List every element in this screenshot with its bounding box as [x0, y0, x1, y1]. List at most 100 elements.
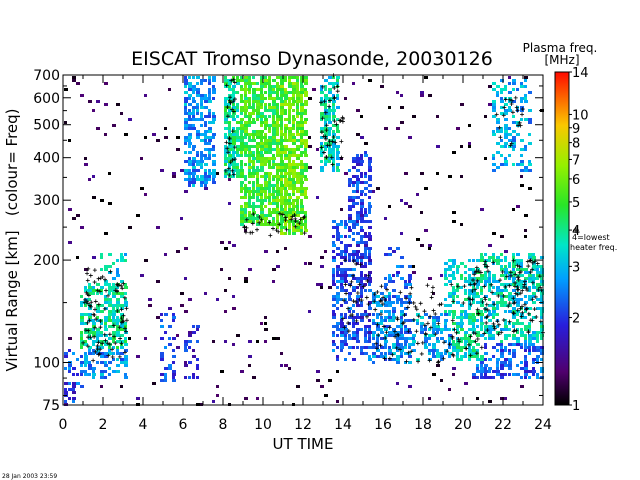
heatmap-cell: [496, 301, 500, 304]
heatmap-cell: [276, 133, 279, 136]
heatmap-cell: [184, 121, 188, 124]
heatmap-cell: [472, 355, 476, 358]
heatmap-cell: [208, 172, 212, 175]
heatmap-cell: [88, 334, 91, 337]
heatmap-cell: [420, 244, 424, 247]
heatmap-cell: [256, 94, 260, 97]
heatmap-cell: [452, 259, 456, 262]
heatmap-cell: [260, 169, 264, 172]
heatmap-cell: [328, 148, 332, 151]
heatmap-cell: [292, 232, 296, 235]
data-point: [480, 299, 485, 304]
heatmap-cell: [484, 376, 488, 379]
heatmap-cell: [172, 175, 176, 178]
data-point: [341, 316, 346, 321]
heatmap-cell: [352, 196, 356, 199]
heatmap-cell: [480, 289, 483, 292]
heatmap-cell: [484, 115, 487, 118]
heatmap-cell: [468, 280, 472, 283]
heatmap-cell: [244, 145, 248, 148]
data-point: [409, 285, 414, 290]
heatmap-cell: [196, 103, 199, 106]
colorbar-band: [555, 99, 569, 101]
heatmap-cell: [376, 346, 379, 349]
heatmap-cell: [264, 328, 268, 331]
heatmap-cell: [264, 178, 267, 181]
heatmap-cell: [76, 214, 80, 217]
heatmap-cell: [204, 94, 207, 97]
heatmap-cell: [420, 94, 424, 97]
heatmap-cell: [244, 175, 247, 178]
heatmap-cell: [336, 274, 340, 277]
heatmap-cell: [172, 172, 176, 175]
heatmap-cell: [160, 355, 164, 358]
colorbar-band: [555, 385, 569, 387]
colorbar-band: [555, 367, 569, 369]
heatmap-cell: [160, 169, 164, 172]
data-point: [268, 233, 273, 238]
heatmap-cell: [272, 88, 275, 91]
heatmap-cell: [180, 304, 184, 307]
heatmap-cell: [268, 136, 272, 139]
heatmap-cell: [284, 112, 287, 115]
heatmap-cell: [388, 319, 392, 322]
heatmap-cell: [224, 79, 228, 82]
colorbar-marker-label-2: heater freq.: [570, 243, 617, 252]
data-point: [475, 337, 480, 342]
heatmap-cell: [284, 166, 288, 169]
heatmap-cell: [92, 322, 96, 325]
colorbar-band: [555, 177, 569, 179]
heatmap-cell: [80, 226, 84, 229]
heatmap-cell: [528, 169, 532, 172]
data-point: [327, 104, 332, 109]
data-point: [302, 231, 307, 236]
heatmap-cell: [260, 217, 264, 220]
heatmap-cell: [176, 334, 179, 337]
heatmap-cell: [256, 175, 259, 178]
colorbar-band: [555, 122, 569, 124]
heatmap-cell: [512, 130, 516, 133]
heatmap-cell: [296, 199, 299, 202]
heatmap-cell: [256, 148, 259, 151]
heatmap-cell: [296, 106, 299, 109]
heatmap-cell: [464, 346, 467, 349]
heatmap-cell: [400, 232, 403, 235]
heatmap-cell: [512, 271, 516, 274]
heatmap-cell: [192, 85, 196, 88]
data-point: [526, 311, 531, 316]
heatmap-cell: [272, 190, 276, 193]
heatmap-cell: [120, 295, 124, 298]
heatmap-cell: [436, 349, 439, 352]
heatmap-cell: [428, 358, 432, 361]
heatmap-cell: [320, 127, 324, 130]
data-points: [81, 73, 545, 365]
heatmap-cell: [272, 85, 276, 88]
data-point: [250, 230, 255, 235]
heatmap-cell: [360, 346, 364, 349]
heatmap-cell: [244, 193, 247, 196]
heatmap-cell: [240, 220, 244, 223]
colorbar-band: [555, 84, 569, 86]
data-point: [379, 312, 384, 317]
data-point: [354, 261, 359, 266]
heatmap-cell: [88, 307, 92, 310]
heatmap-cell: [424, 340, 428, 343]
colorbar-band: [555, 326, 569, 328]
heatmap-cell: [332, 166, 335, 169]
heatmap-cell: [488, 325, 492, 328]
heatmap-cell: [304, 229, 308, 232]
heatmap-cell: [528, 322, 531, 325]
heatmap-cell: [488, 367, 492, 370]
heatmap-cell: [352, 358, 356, 361]
heatmap-cell: [436, 340, 440, 343]
heatmap-cell: [208, 151, 211, 154]
colorbar-band: [555, 147, 569, 149]
data-point: [420, 340, 425, 345]
heatmap-cell: [332, 298, 336, 301]
heatmap-cell: [296, 76, 299, 79]
colorbar-band: [555, 146, 569, 148]
data-point: [86, 328, 91, 333]
heatmap-cell: [400, 337, 404, 340]
colorbar-band: [555, 201, 569, 203]
colorbar-band: [555, 354, 569, 356]
